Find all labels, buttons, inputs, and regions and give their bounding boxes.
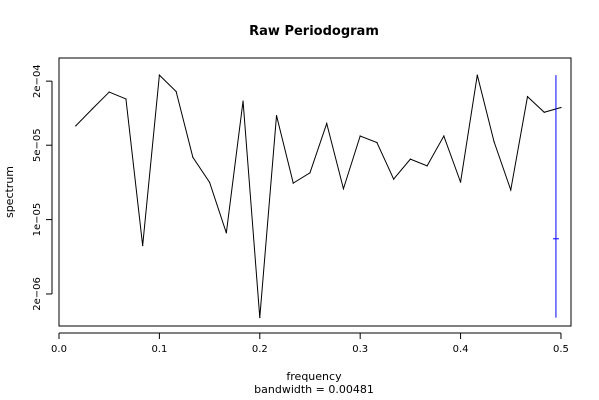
data-point <box>359 135 361 137</box>
x-tick-label: 0.4 <box>453 344 469 355</box>
plot-frame <box>58 57 572 327</box>
data-point <box>225 232 227 234</box>
y-axis-label: spectrum <box>3 166 16 218</box>
data-point <box>125 98 127 100</box>
data-point <box>292 182 294 184</box>
data-point <box>259 316 261 319</box>
y-tick-label: 2e−06 <box>32 277 43 311</box>
spectrum-series-line <box>75 74 562 318</box>
data-point <box>443 135 445 137</box>
y-axis: 2e−06 1e−05 5e−05 2e−04 <box>32 64 53 311</box>
data-point <box>476 74 478 76</box>
data-point <box>376 141 378 144</box>
x-tick-label: 0.5 <box>553 344 569 355</box>
data-point <box>493 141 495 143</box>
data-point <box>75 125 77 127</box>
x-tick-label: 0.1 <box>151 344 167 355</box>
data-point <box>142 244 144 247</box>
data-point <box>459 181 462 183</box>
confidence-bar <box>552 75 559 318</box>
data-point <box>326 122 328 125</box>
data-point <box>108 91 110 93</box>
spectrum-points <box>75 74 562 319</box>
data-point <box>275 114 278 117</box>
y-tick-label: 5e−05 <box>32 128 43 162</box>
y-tick-label: 2e−04 <box>32 64 43 98</box>
data-point <box>426 165 428 167</box>
data-point <box>309 172 311 174</box>
x-tick-label: 0.3 <box>352 344 368 355</box>
data-point <box>560 106 562 109</box>
data-point <box>91 108 94 110</box>
data-point <box>158 74 160 76</box>
data-point <box>175 90 177 93</box>
data-point <box>208 181 211 183</box>
data-point <box>543 111 545 113</box>
x-tick-label: 0.2 <box>252 344 268 355</box>
data-point <box>510 189 512 191</box>
chart-title: Raw Periodogram <box>249 24 379 39</box>
data-point <box>393 178 395 180</box>
x-axis-label: frequency <box>286 370 342 383</box>
y-tick-label: 1e−05 <box>32 203 43 237</box>
x-tick-label: 0.0 <box>51 344 67 355</box>
data-point <box>409 158 411 160</box>
x-axis: 0.0 0.1 0.2 0.3 0.4 0.5 <box>51 332 569 355</box>
data-point <box>192 156 194 158</box>
data-point <box>242 100 244 102</box>
data-point <box>526 96 529 98</box>
data-point <box>342 188 345 190</box>
bandwidth-label: bandwidth = 0.00481 <box>254 383 374 396</box>
